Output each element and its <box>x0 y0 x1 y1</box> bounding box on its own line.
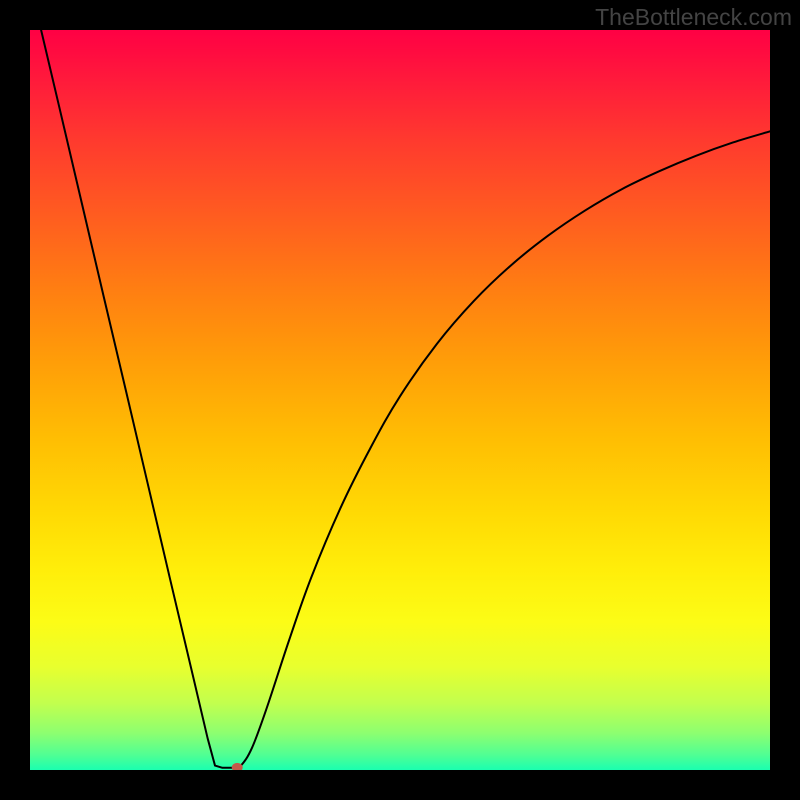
plot-svg <box>30 30 770 770</box>
bottleneck-chart <box>30 30 770 770</box>
gradient-background <box>30 30 770 770</box>
chart-frame: TheBottleneck.com <box>0 0 800 800</box>
watermark-text: TheBottleneck.com <box>595 4 792 31</box>
